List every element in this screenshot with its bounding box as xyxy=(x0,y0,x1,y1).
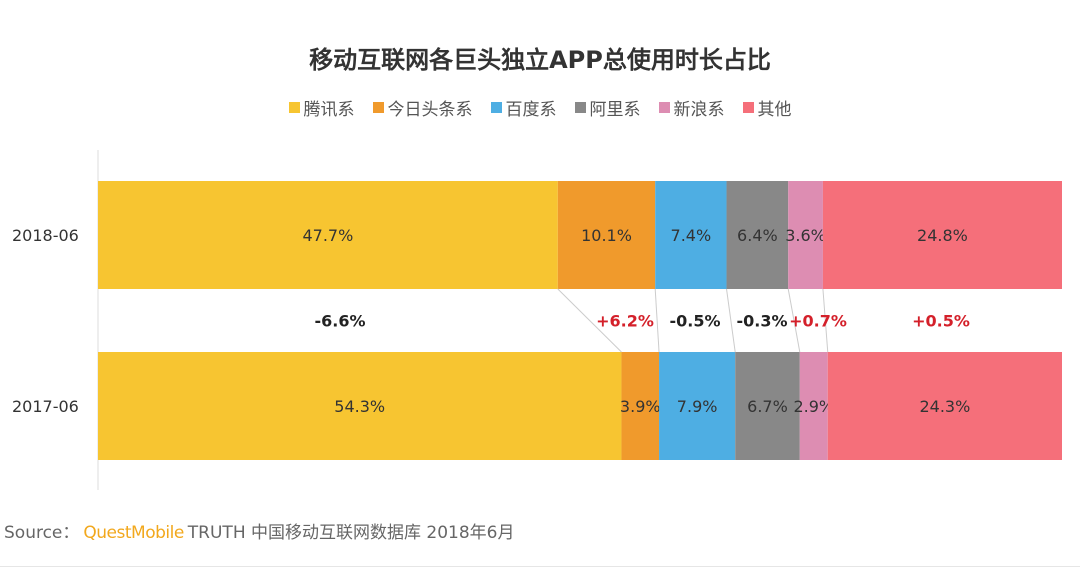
legend-swatch xyxy=(372,102,384,113)
bar-segment xyxy=(788,181,823,289)
source-brand: QuestMobile xyxy=(83,523,184,543)
source-label: Source： xyxy=(4,523,80,543)
data-label: 47.7% xyxy=(302,226,353,245)
bar-segment xyxy=(827,352,1062,460)
legend-item: 其他 xyxy=(742,95,792,120)
connector-line xyxy=(654,288,660,353)
data-label: 3.9% xyxy=(620,397,661,416)
legend-swatch xyxy=(574,102,586,113)
data-label: 6.7% xyxy=(747,397,788,416)
connector-line xyxy=(787,288,801,353)
change-label: -0.5% xyxy=(669,312,720,331)
bar-segment xyxy=(655,181,727,289)
legend-item: 新浪系 xyxy=(658,95,725,120)
change-label: -6.6% xyxy=(314,312,365,331)
bar-segment xyxy=(98,352,622,460)
legend-item: 百度系 xyxy=(490,95,557,120)
change-label: -0.3% xyxy=(736,312,787,331)
legend-swatch xyxy=(658,102,670,113)
legend-label: 新浪系 xyxy=(673,100,725,120)
data-label: 7.4% xyxy=(671,226,712,245)
legend-label: 阿里系 xyxy=(589,100,641,120)
bar-segment xyxy=(659,352,736,460)
legend-label: 腾讯系 xyxy=(303,100,355,120)
bar-segment xyxy=(98,181,558,289)
legend-label: 今日头条系 xyxy=(387,100,473,120)
legend-label: 其他 xyxy=(757,100,792,120)
bar-segment xyxy=(799,352,828,460)
data-label: 2.9% xyxy=(793,397,834,416)
bar-segment xyxy=(621,352,660,460)
data-label: 6.4% xyxy=(737,226,778,245)
category-label: 2018-06 xyxy=(12,226,79,245)
legend-item: 今日头条系 xyxy=(372,95,473,120)
data-label: 24.3% xyxy=(919,397,970,416)
legend-item: 腾讯系 xyxy=(288,95,355,120)
data-label: 54.3% xyxy=(334,397,385,416)
legend-swatch xyxy=(742,102,754,113)
connector-line xyxy=(822,288,829,353)
data-label: 10.1% xyxy=(581,226,632,245)
legend-swatch xyxy=(490,102,502,113)
data-label: 24.8% xyxy=(917,226,968,245)
change-label: +6.2% xyxy=(596,312,654,331)
chart-title: 移动互联网各巨头独立APP总使用时长占比 xyxy=(309,46,771,74)
change-label: +0.7% xyxy=(789,312,847,331)
source-line: Source： QuestMobile TRUTH 中国移动互联网数据库 201… xyxy=(4,518,515,543)
data-label: 7.9% xyxy=(677,397,718,416)
bar-segment xyxy=(557,181,656,289)
source-text: TRUTH 中国移动互联网数据库 2018年6月 xyxy=(187,523,515,543)
bar-segment xyxy=(726,181,789,289)
connector-line xyxy=(726,288,736,353)
legend-swatch xyxy=(288,102,300,113)
change-label: +0.5% xyxy=(912,312,970,331)
bottom-divider xyxy=(0,566,1080,567)
bar-segment xyxy=(735,352,800,460)
data-label: 3.6% xyxy=(785,226,826,245)
bar-segment xyxy=(822,181,1062,289)
connector-line xyxy=(557,288,622,353)
category-label: 2017-06 xyxy=(12,397,79,416)
legend-item: 阿里系 xyxy=(574,95,641,120)
chart-legend: 腾讯系 今日头条系 百度系 阿里系 新浪系 其他 xyxy=(0,95,1080,120)
legend-label: 百度系 xyxy=(505,100,557,120)
